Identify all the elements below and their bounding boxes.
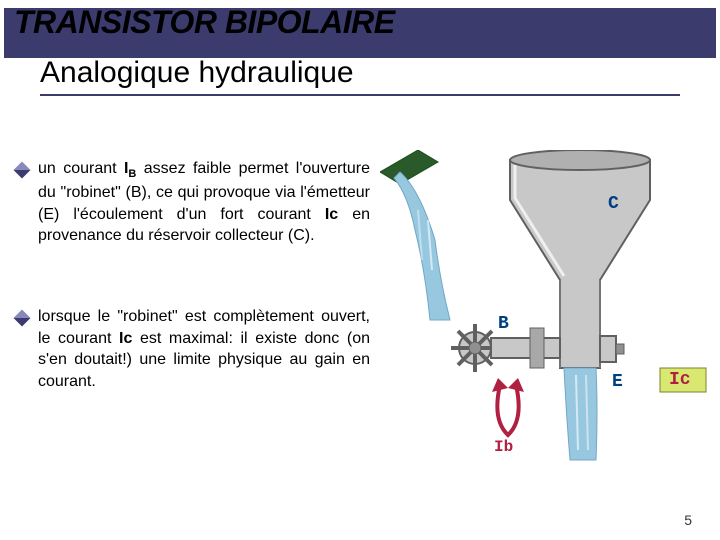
label-e: E (612, 372, 623, 392)
ib-arrow (492, 378, 524, 435)
page-number: 5 (684, 512, 692, 528)
water-stream-emitter (564, 368, 597, 460)
text: un courant (38, 160, 124, 177)
text: Ic (119, 330, 132, 347)
page-title: TRANSISTOR BIPOLAIRE (14, 4, 395, 41)
bullet-icon (14, 162, 31, 179)
label-ib: Ib (494, 438, 513, 456)
paragraph-2: lorsque le "robinet" est complètement ou… (38, 306, 370, 392)
text: Ic (325, 206, 338, 223)
inlet-pipe (380, 150, 450, 320)
hydraulic-diagram: C B E Ib Ic (380, 150, 710, 470)
label-b: B (498, 314, 509, 334)
subtitle: Analogique hydraulique (40, 56, 680, 96)
label-c: C (608, 194, 619, 214)
paragraph-1: un courant IB assez faible permet l'ouve… (38, 158, 370, 247)
label-ic: Ic (669, 370, 691, 390)
bullet-icon (14, 310, 31, 327)
diagram-svg (380, 150, 710, 470)
